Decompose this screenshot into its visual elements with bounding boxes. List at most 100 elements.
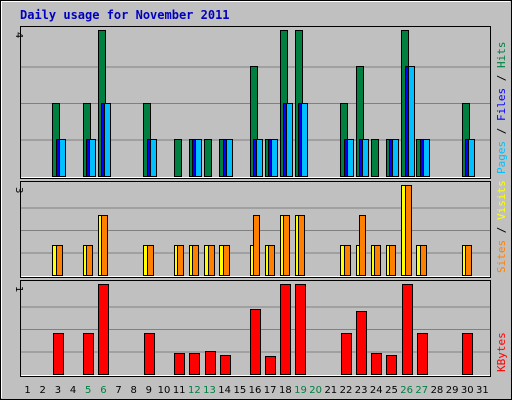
x-tick-label-20: 20 — [309, 385, 322, 396]
bar-kbytes-kbytes-day-19 — [295, 284, 306, 375]
x-tick-label-5: 5 — [85, 385, 91, 396]
bar-kbytes-kbytes-day-5 — [83, 333, 94, 375]
bar-visits-sites-day-26 — [405, 185, 412, 276]
bar-visits-sites-day-12 — [192, 245, 199, 276]
x-tick-label-31: 31 — [476, 385, 489, 396]
bar-kbytes-kbytes-day-24 — [371, 353, 382, 375]
bar-hits-pages-day-16 — [256, 139, 263, 177]
bar-hits-pages-day-3 — [59, 139, 66, 177]
bar-hits-pages-day-5 — [89, 139, 96, 177]
x-tick-label-10: 10 — [158, 385, 171, 396]
bar-visits-sites-day-13 — [208, 245, 215, 276]
panel-kbytes-border — [20, 280, 491, 377]
panel-hits-label-part-4: Hits — [495, 42, 508, 69]
panel-visits-label-part-1: / — [495, 220, 508, 240]
bar-hits-pages-day-27 — [423, 139, 430, 177]
panel-hits-border — [20, 26, 491, 179]
bar-visits-sites-day-18 — [283, 215, 290, 276]
panel-hits-label-part-1: / — [495, 121, 508, 141]
x-tick-label-19: 19 — [294, 385, 307, 396]
panel-hits: 4 Pages / Files / Hits — [13, 26, 508, 179]
x-tick-label-13: 13 — [203, 385, 216, 396]
bar-hits-hits-day-11 — [174, 139, 182, 177]
bar-kbytes-kbytes-day-25 — [386, 355, 397, 375]
bar-kbytes-kbytes-day-14 — [220, 355, 231, 375]
x-tick-label-17: 17 — [264, 385, 277, 396]
panel-hits-label-part-0: Pages — [495, 141, 508, 174]
x-tick-label-1: 1 — [24, 385, 30, 396]
bar-hits-pages-day-26 — [408, 66, 415, 177]
panel-visits-series-label: Sites / Visits — [495, 180, 508, 273]
bar-kbytes-kbytes-day-30 — [462, 333, 473, 375]
bar-kbytes-kbytes-day-3 — [53, 333, 64, 375]
x-tick-label-8: 8 — [131, 385, 137, 396]
panel-visits-label-part-0: Sites — [495, 240, 508, 273]
bar-kbytes-kbytes-day-9 — [144, 333, 155, 375]
bar-kbytes-kbytes-day-17 — [265, 356, 276, 375]
x-tick-label-25: 25 — [385, 385, 398, 396]
chart-title: Daily usage for November 2011 — [20, 8, 230, 22]
x-tick-label-7: 7 — [115, 385, 121, 396]
x-tick-label-4: 4 — [70, 385, 76, 396]
panel-hits-label-part-3: / — [495, 68, 508, 88]
x-tick-label-23: 23 — [355, 385, 368, 396]
x-tick-label-28: 28 — [431, 385, 444, 396]
bar-hits-pages-day-17 — [271, 139, 278, 177]
panel-visits-ymax-label: 3 — [13, 187, 24, 193]
x-tick-label-9: 9 — [146, 385, 152, 396]
bar-kbytes-kbytes-day-26 — [402, 284, 413, 375]
x-tick-label-3: 3 — [55, 385, 61, 396]
x-tick-label-30: 30 — [461, 385, 474, 396]
bar-kbytes-kbytes-day-13 — [205, 351, 216, 375]
panel-visits-label-part-2: Visits — [495, 180, 508, 220]
x-tick-label-22: 22 — [340, 385, 353, 396]
panel-kbytes-label-part-0: KBytes — [495, 332, 508, 372]
bar-visits-sites-day-25 — [389, 245, 396, 276]
bar-visits-sites-day-23 — [359, 215, 366, 276]
x-tick-label-21: 21 — [324, 385, 337, 396]
bar-kbytes-kbytes-day-27 — [417, 333, 428, 375]
bar-hits-pages-day-25 — [392, 139, 399, 177]
panel-kbytes-series-label: KBytes — [495, 332, 508, 372]
bar-hits-pages-day-12 — [195, 139, 202, 177]
bar-visits-sites-day-22 — [344, 245, 351, 276]
x-tick-label-24: 24 — [370, 385, 383, 396]
bar-hits-pages-day-6 — [104, 103, 111, 177]
x-tick-label-11: 11 — [173, 385, 186, 396]
bar-visits-sites-day-27 — [420, 245, 427, 276]
bar-kbytes-kbytes-day-18 — [280, 284, 291, 375]
bar-hits-hits-day-13 — [204, 139, 212, 177]
bar-kbytes-kbytes-day-11 — [174, 353, 185, 375]
bar-kbytes-kbytes-day-22 — [341, 333, 352, 375]
bar-kbytes-kbytes-day-6 — [98, 284, 109, 375]
panel-kbytes-ymax-label: 1 — [13, 286, 24, 292]
bar-hits-pages-day-23 — [362, 139, 369, 177]
bar-visits-sites-day-30 — [465, 245, 472, 276]
x-tick-label-12: 12 — [188, 385, 201, 396]
x-tick-label-16: 16 — [249, 385, 262, 396]
bar-visits-sites-day-9 — [147, 245, 154, 276]
bar-visits-sites-day-6 — [101, 215, 108, 276]
panel-kbytes: 1 KBytes — [13, 280, 508, 377]
panel-visits-border — [20, 181, 491, 278]
bar-hits-pages-day-9 — [150, 139, 157, 177]
panel-hits-label-part-2: Files — [495, 88, 508, 121]
x-tick-label-6: 6 — [100, 385, 106, 396]
x-tick-label-18: 18 — [279, 385, 292, 396]
x-tick-label-2: 2 — [40, 385, 46, 396]
x-tick-label-26: 26 — [400, 385, 413, 396]
bar-hits-pages-day-14 — [226, 139, 233, 177]
bar-visits-sites-day-3 — [56, 245, 63, 276]
x-tick-label-29: 29 — [446, 385, 459, 396]
bar-hits-hits-day-24 — [371, 139, 379, 177]
x-axis-tick-labels: 1 2 3 4 5 6 7 8 9 10 11 12 13 14 15 16 17 18 19 20 21 22 23 24 2… — [24, 385, 488, 396]
bar-visits-sites-day-14 — [223, 245, 230, 276]
x-tick-label-15: 15 — [233, 385, 246, 396]
bar-hits-pages-day-18 — [286, 103, 293, 177]
bar-hits-pages-day-22 — [347, 139, 354, 177]
panel-hits-series-label: Pages / Files / Hits — [495, 42, 508, 175]
panel-hits-ymax-label: 4 — [13, 32, 24, 38]
bar-kbytes-kbytes-day-23 — [356, 311, 367, 375]
panel-visits: 3 Sites / Visits — [13, 180, 508, 278]
